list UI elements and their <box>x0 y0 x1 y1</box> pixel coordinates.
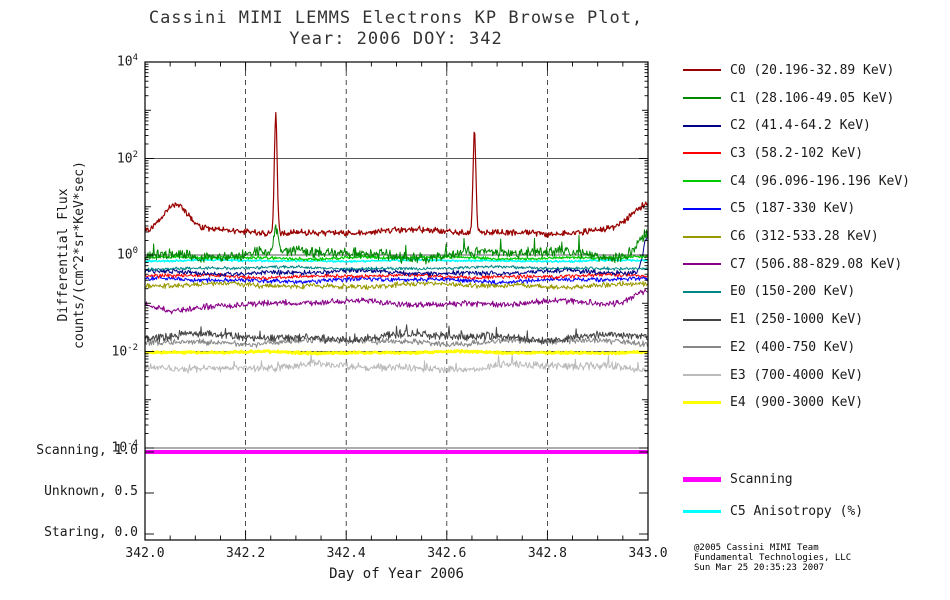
series-E0 <box>145 264 648 272</box>
data-series <box>145 111 648 454</box>
series-E3 <box>145 352 648 374</box>
chart-title-line2: Year: 2006 DOY: 342 <box>289 29 503 49</box>
series-E4 <box>145 348 648 356</box>
chart-title: Cassini MIMI LEMMS Electrons KP Browse P… <box>106 8 686 50</box>
series-C0 <box>145 111 648 238</box>
series-C3 <box>145 272 648 281</box>
credit-line2: Fundamental Technologies, LLC <box>694 553 852 563</box>
series-C5 <box>145 275 648 285</box>
series-C7 <box>145 288 648 315</box>
credit-line1: @2005 Cassini MIMI Team <box>694 543 819 553</box>
axes <box>144 61 649 541</box>
y-axis-label-line1: Differential Flux <box>56 188 71 322</box>
series-E1 <box>145 324 648 345</box>
y-axis-label: Differential Flux counts/(cm^2*sr*KeV*se… <box>56 85 88 425</box>
series-C1 <box>145 224 648 265</box>
series-C6 <box>145 280 648 290</box>
credit-line3: Sun Mar 25 20:35:23 2007 <box>694 563 825 573</box>
y-axis-label-line2: counts/(cm^2*sr*KeV*sec) <box>72 161 87 349</box>
x-axis-label: Day of Year 2006 <box>329 566 464 582</box>
chart-title-line1: Cassini MIMI LEMMS Electrons KP Browse P… <box>148 8 644 28</box>
credit: @2005 Cassini MIMI Team Fundamental Tech… <box>694 543 851 573</box>
